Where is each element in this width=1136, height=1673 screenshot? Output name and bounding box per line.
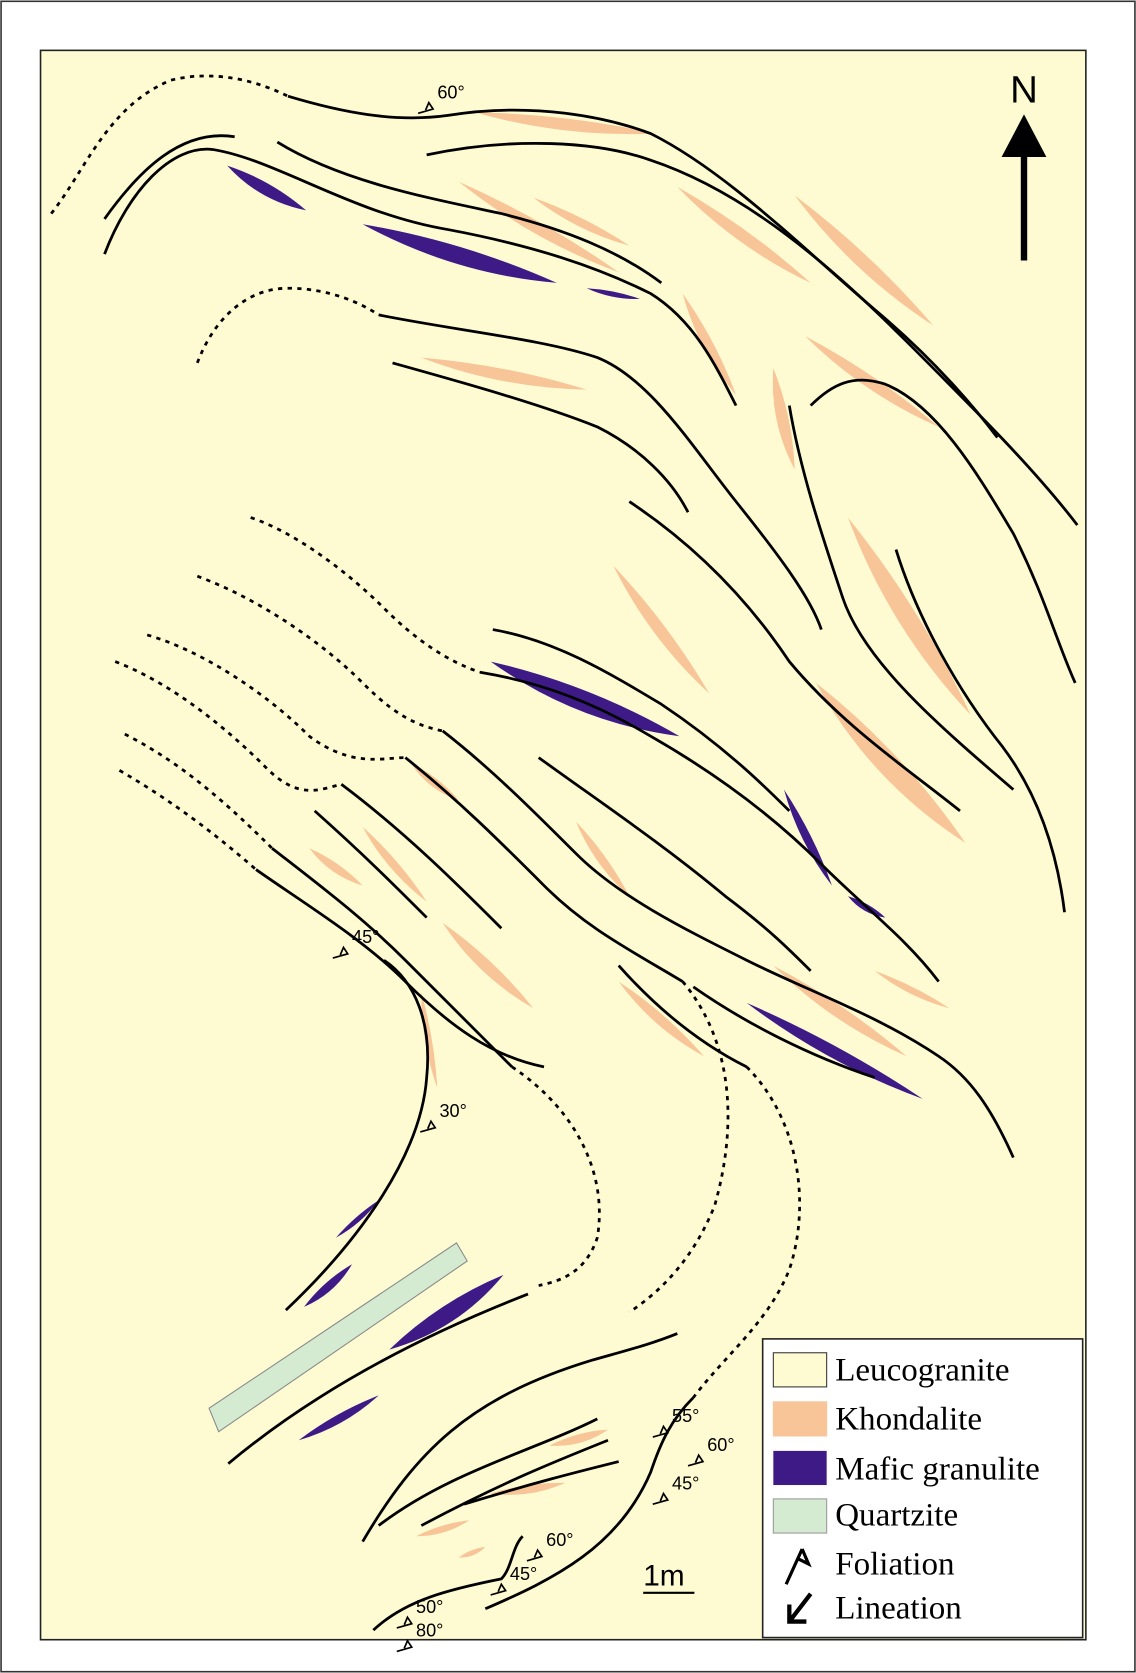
measurement-label: 55° <box>672 1406 699 1426</box>
measurement-label: 60° <box>437 82 464 102</box>
legend-label: Quartzite <box>835 1498 958 1534</box>
legend-swatch <box>773 1353 826 1387</box>
legend-label: Khondalite <box>835 1402 982 1438</box>
measurement-label: 80° <box>416 1621 443 1641</box>
measurement-label: 50° <box>416 1597 443 1617</box>
legend-label: Foliation <box>835 1547 955 1583</box>
geologic-map: N Leucogranite Khondalite Mafic granulit… <box>0 0 1136 1673</box>
measurement-label: 30° <box>439 1101 466 1121</box>
legend-label: Leucogranite <box>835 1353 1009 1389</box>
legend-label: Mafic granulite <box>835 1452 1040 1488</box>
scale-label: 1m <box>643 1559 684 1592</box>
legend-swatch <box>773 1499 826 1533</box>
legend-swatch <box>773 1402 826 1436</box>
legend-label: Lineation <box>835 1590 962 1626</box>
measurement-label: 60° <box>546 1530 573 1550</box>
measurement-label: 45° <box>672 1473 699 1493</box>
legend-swatch <box>773 1451 826 1485</box>
page: {"north": "N", "measurements": ["60°", "… <box>0 0 1136 1673</box>
measurement-label: 45° <box>510 1564 537 1584</box>
measurement-label: 45° <box>352 927 379 947</box>
measurement-label: 60° <box>707 1435 734 1455</box>
north-label: N <box>1010 69 1038 112</box>
